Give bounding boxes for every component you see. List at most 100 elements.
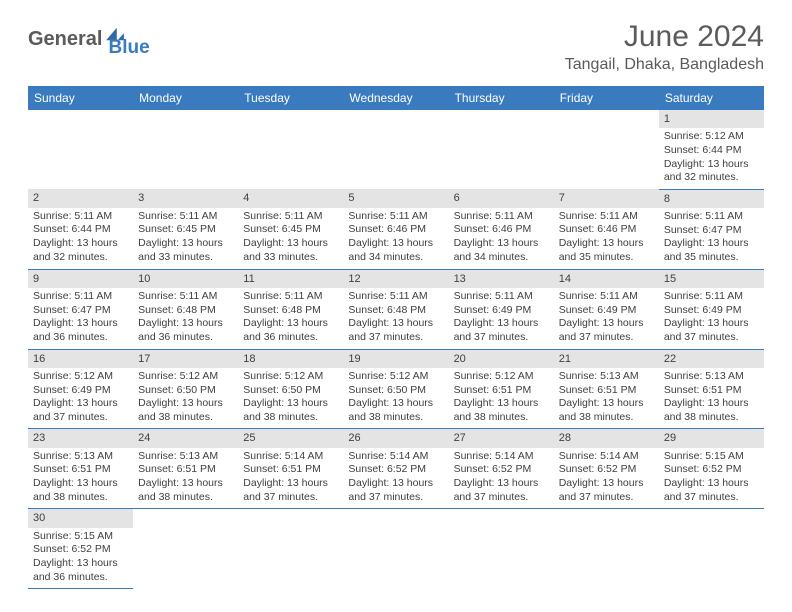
- sunrise-line: Sunrise: 5:12 AM: [33, 370, 128, 384]
- sunrise-line: Sunrise: 5:11 AM: [33, 210, 128, 224]
- weekday-header: Thursday: [449, 86, 554, 110]
- daylight-line: Daylight: 13 hours and 37 minutes.: [664, 477, 759, 504]
- calendar-cell: 15Sunrise: 5:11 AMSunset: 6:49 PMDayligh…: [659, 269, 764, 349]
- calendar-cell: 25Sunrise: 5:14 AMSunset: 6:51 PMDayligh…: [238, 429, 343, 509]
- sunset-line: Sunset: 6:44 PM: [33, 223, 128, 237]
- weekday-header: Sunday: [28, 86, 133, 110]
- day-details: Sunrise: 5:11 AMSunset: 6:49 PMDaylight:…: [659, 288, 764, 349]
- weekday-header: Friday: [554, 86, 659, 110]
- daylight-line: Daylight: 13 hours and 37 minutes.: [243, 477, 338, 504]
- calendar-week-row: 30Sunrise: 5:15 AMSunset: 6:52 PMDayligh…: [28, 509, 764, 589]
- sunrise-line: Sunrise: 5:15 AM: [33, 530, 128, 544]
- day-details: Sunrise: 5:11 AMSunset: 6:49 PMDaylight:…: [449, 288, 554, 349]
- sunrise-line: Sunrise: 5:11 AM: [33, 290, 128, 304]
- day-number: 16: [28, 350, 133, 368]
- weekday-header: Saturday: [659, 86, 764, 110]
- calendar-cell: 28Sunrise: 5:14 AMSunset: 6:52 PMDayligh…: [554, 429, 659, 509]
- weekday-header: Tuesday: [238, 86, 343, 110]
- sunrise-line: Sunrise: 5:11 AM: [243, 290, 338, 304]
- daylight-line: Daylight: 13 hours and 38 minutes.: [348, 397, 443, 424]
- weekday-header: Monday: [133, 86, 238, 110]
- calendar-cell: 21Sunrise: 5:13 AMSunset: 6:51 PMDayligh…: [554, 349, 659, 429]
- sunrise-line: Sunrise: 5:12 AM: [138, 370, 233, 384]
- daylight-line: Daylight: 13 hours and 33 minutes.: [243, 237, 338, 264]
- calendar-cell: [133, 509, 238, 589]
- calendar-cell: 5Sunrise: 5:11 AMSunset: 6:46 PMDaylight…: [343, 189, 448, 269]
- day-details: Sunrise: 5:11 AMSunset: 6:47 PMDaylight:…: [28, 288, 133, 349]
- calendar-cell: [659, 509, 764, 589]
- sunset-line: Sunset: 6:52 PM: [348, 463, 443, 477]
- sunrise-line: Sunrise: 5:13 AM: [664, 370, 759, 384]
- logo-text-general: General: [28, 28, 102, 51]
- sunrise-line: Sunrise: 5:13 AM: [559, 370, 654, 384]
- day-details: Sunrise: 5:11 AMSunset: 6:48 PMDaylight:…: [133, 288, 238, 349]
- calendar-cell: 12Sunrise: 5:11 AMSunset: 6:48 PMDayligh…: [343, 269, 448, 349]
- day-number: 3: [133, 189, 238, 207]
- calendar-cell: [133, 110, 238, 189]
- day-details: Sunrise: 5:11 AMSunset: 6:46 PMDaylight:…: [449, 208, 554, 269]
- daylight-line: Daylight: 13 hours and 36 minutes.: [138, 317, 233, 344]
- calendar-cell: 3Sunrise: 5:11 AMSunset: 6:45 PMDaylight…: [133, 189, 238, 269]
- sunset-line: Sunset: 6:52 PM: [454, 463, 549, 477]
- day-details: Sunrise: 5:11 AMSunset: 6:45 PMDaylight:…: [238, 208, 343, 269]
- sunset-line: Sunset: 6:49 PM: [664, 304, 759, 318]
- sunset-line: Sunset: 6:47 PM: [664, 224, 759, 238]
- day-number: 20: [449, 350, 554, 368]
- sunrise-line: Sunrise: 5:11 AM: [664, 290, 759, 304]
- day-details: Sunrise: 5:14 AMSunset: 6:52 PMDaylight:…: [554, 448, 659, 509]
- sunrise-line: Sunrise: 5:11 AM: [559, 290, 654, 304]
- calendar-week-row: 9Sunrise: 5:11 AMSunset: 6:47 PMDaylight…: [28, 269, 764, 349]
- day-number: 11: [238, 270, 343, 288]
- day-details: Sunrise: 5:11 AMSunset: 6:45 PMDaylight:…: [133, 208, 238, 269]
- sunset-line: Sunset: 6:51 PM: [664, 384, 759, 398]
- day-number: 23: [28, 429, 133, 447]
- calendar-cell: [449, 110, 554, 189]
- sunset-line: Sunset: 6:49 PM: [454, 304, 549, 318]
- day-number: 25: [238, 429, 343, 447]
- calendar-cell: [238, 110, 343, 189]
- calendar-cell: [28, 110, 133, 189]
- day-details: Sunrise: 5:11 AMSunset: 6:46 PMDaylight:…: [343, 208, 448, 269]
- day-details: Sunrise: 5:13 AMSunset: 6:51 PMDaylight:…: [28, 448, 133, 509]
- calendar-cell: 9Sunrise: 5:11 AMSunset: 6:47 PMDaylight…: [28, 269, 133, 349]
- sunset-line: Sunset: 6:52 PM: [33, 543, 128, 557]
- sunrise-line: Sunrise: 5:11 AM: [348, 290, 443, 304]
- daylight-line: Daylight: 13 hours and 37 minutes.: [559, 317, 654, 344]
- sunset-line: Sunset: 6:50 PM: [348, 384, 443, 398]
- daylight-line: Daylight: 13 hours and 37 minutes.: [33, 397, 128, 424]
- day-number: 5: [343, 189, 448, 207]
- calendar-cell: 14Sunrise: 5:11 AMSunset: 6:49 PMDayligh…: [554, 269, 659, 349]
- daylight-line: Daylight: 13 hours and 38 minutes.: [559, 397, 654, 424]
- sunset-line: Sunset: 6:45 PM: [138, 223, 233, 237]
- weekday-header: Wednesday: [343, 86, 448, 110]
- calendar-cell: [343, 110, 448, 189]
- daylight-line: Daylight: 13 hours and 38 minutes.: [454, 397, 549, 424]
- daylight-line: Daylight: 13 hours and 37 minutes.: [348, 477, 443, 504]
- day-number: 28: [554, 429, 659, 447]
- sunset-line: Sunset: 6:45 PM: [243, 223, 338, 237]
- day-details: Sunrise: 5:11 AMSunset: 6:48 PMDaylight:…: [238, 288, 343, 349]
- calendar-week-row: 1Sunrise: 5:12 AMSunset: 6:44 PMDaylight…: [28, 110, 764, 189]
- day-number: 2: [28, 189, 133, 207]
- sunset-line: Sunset: 6:47 PM: [33, 304, 128, 318]
- day-details: Sunrise: 5:11 AMSunset: 6:46 PMDaylight:…: [554, 208, 659, 269]
- day-details: Sunrise: 5:14 AMSunset: 6:52 PMDaylight:…: [449, 448, 554, 509]
- day-number: 26: [343, 429, 448, 447]
- calendar-cell: 23Sunrise: 5:13 AMSunset: 6:51 PMDayligh…: [28, 429, 133, 509]
- day-details: Sunrise: 5:12 AMSunset: 6:50 PMDaylight:…: [238, 368, 343, 429]
- day-details: Sunrise: 5:12 AMSunset: 6:50 PMDaylight:…: [343, 368, 448, 429]
- logo-text-blue: Blue: [108, 37, 149, 59]
- calendar-cell: [343, 509, 448, 589]
- sunrise-line: Sunrise: 5:11 AM: [138, 290, 233, 304]
- day-number: 27: [449, 429, 554, 447]
- daylight-line: Daylight: 13 hours and 38 minutes.: [243, 397, 338, 424]
- sunset-line: Sunset: 6:50 PM: [243, 384, 338, 398]
- sunrise-line: Sunrise: 5:11 AM: [559, 210, 654, 224]
- calendar-cell: 7Sunrise: 5:11 AMSunset: 6:46 PMDaylight…: [554, 189, 659, 269]
- sunrise-line: Sunrise: 5:11 AM: [664, 210, 759, 224]
- calendar-cell: 11Sunrise: 5:11 AMSunset: 6:48 PMDayligh…: [238, 269, 343, 349]
- day-number: 18: [238, 350, 343, 368]
- day-number: 14: [554, 270, 659, 288]
- calendar-cell: 29Sunrise: 5:15 AMSunset: 6:52 PMDayligh…: [659, 429, 764, 509]
- daylight-line: Daylight: 13 hours and 34 minutes.: [454, 237, 549, 264]
